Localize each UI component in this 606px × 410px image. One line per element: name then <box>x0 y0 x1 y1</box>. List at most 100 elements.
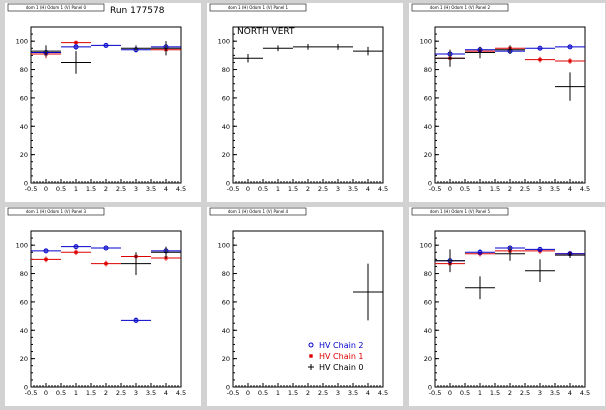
data-point <box>435 249 465 273</box>
panel-title-box <box>7 207 105 216</box>
y-tick-label: 60 <box>424 298 432 306</box>
panel-title-text: dom 1 (H) Odom 1 (V) Panel 3 <box>26 209 87 214</box>
panel-1: dom 1 (H) Odom 1 (V) Panel 0 -0.5 0 0.5 1 1.5… <box>5 3 201 202</box>
panel-2: dom 1 (H) Odom 1 (V) Panel 1-0.5 0 0.5 1 1.5… <box>207 3 403 202</box>
x-tick-label: 3 <box>134 389 138 397</box>
legend-item: HV Chain 0 <box>308 363 364 372</box>
data-point <box>465 46 495 59</box>
y-tick-label: 20 <box>20 151 28 159</box>
y-tick-label: 40 <box>222 327 230 335</box>
panel-title: dom 1 (H) Odom 1 (V) Panel 0 <box>7 3 105 12</box>
series-hv-chain-0 <box>121 246 181 275</box>
y-tick-label: 40 <box>424 123 432 131</box>
y-tick-label: 0 <box>428 384 432 392</box>
data-point <box>31 256 61 263</box>
circle-marker <box>43 248 49 254</box>
x-tick-label: 1 <box>74 185 78 193</box>
x-tick-label: 4 <box>164 389 168 397</box>
x-tick-label: 1 <box>478 389 482 397</box>
x-tick-label: 3.5 <box>550 389 560 397</box>
y-tick-label: 60 <box>20 298 28 306</box>
y-tick-label: 100 <box>16 38 28 46</box>
panel-title-text: dom 1 (H) Odom 1 (V) Panel 0 <box>26 5 87 10</box>
y-tick-label: 80 <box>20 66 28 74</box>
circle-marker <box>537 246 543 252</box>
x-tick-label: 0.5 <box>56 185 66 193</box>
y-tick-label: 100 <box>420 38 432 46</box>
x-tick-label: 4 <box>568 185 572 193</box>
x-tick-label: 2.5 <box>318 389 328 397</box>
data-point <box>555 252 585 258</box>
data-point <box>293 44 323 50</box>
x-tick-label: -0.5 <box>227 185 240 193</box>
panel-5: dom 1 (H) Odom 1 (V) Panel 4-0.5 0 0.5 1 1.5… <box>207 207 403 406</box>
panel-title: dom 1 (H) Odom 1 (V) Panel 4 <box>209 207 307 216</box>
x-tick-label: 1.5 <box>490 185 500 193</box>
panel-title-text: dom 1 (H) Odom 1 (V) Panel 1 <box>228 5 289 10</box>
x-tick-label: 3 <box>538 185 542 193</box>
data-point <box>233 53 263 63</box>
data-point <box>121 252 151 275</box>
y-tick-label: 0 <box>226 180 230 188</box>
data-point <box>353 46 383 56</box>
star-marker <box>104 261 108 266</box>
panel-title: dom 1 (H) Odom 1 (V) Panel 2 <box>411 3 509 12</box>
circle-marker <box>103 245 109 251</box>
x-tick-label: 1.5 <box>86 389 96 397</box>
x-tick-label: 1 <box>74 389 78 397</box>
x-tick-label: 1 <box>276 389 280 397</box>
y-tick-label: 0 <box>24 180 28 188</box>
data-point <box>525 56 555 63</box>
y-tick-label: 40 <box>424 327 432 335</box>
data-point <box>91 245 121 251</box>
x-tick-label: 3.5 <box>348 185 358 193</box>
data-point <box>555 58 585 64</box>
panel-background <box>207 207 403 406</box>
x-tick-label: 1.5 <box>490 389 500 397</box>
panel-title: dom 1 (H) Odom 1 (V) Panel 3 <box>7 207 105 216</box>
x-tick-label: 0.5 <box>56 389 66 397</box>
y-tick-label: 60 <box>20 94 28 102</box>
legend-label: HV Chain 1 <box>319 352 364 361</box>
y-tick-label: 60 <box>424 94 432 102</box>
panel-title-box <box>411 207 509 216</box>
y-tick-label: 0 <box>226 384 230 392</box>
x-tick-label: 3.5 <box>550 185 560 193</box>
panel-3: dom 1 (H) Odom 1 (V) Panel 2-0.5 0 0.5 1 1.5… <box>409 3 605 202</box>
x-tick-label: 2.5 <box>520 389 530 397</box>
data-point <box>435 49 465 67</box>
panel-background <box>409 207 605 406</box>
x-tick-label: 4 <box>164 185 168 193</box>
star-marker <box>568 59 572 64</box>
x-tick-label: 4 <box>568 389 572 397</box>
panel-title: dom 1 (H) Odom 1 (V) Panel 1 <box>209 3 307 12</box>
circle-marker <box>567 44 573 50</box>
legend-item: HV Chain 1 <box>309 352 364 361</box>
x-tick-label: 0.5 <box>258 389 268 397</box>
x-tick-label: 4.5 <box>378 389 388 397</box>
y-tick-label: 20 <box>222 151 230 159</box>
circle-marker <box>477 249 483 255</box>
panel-title-box <box>7 3 105 12</box>
data-point <box>495 246 525 261</box>
data-point <box>31 248 61 254</box>
y-tick-label: 40 <box>20 123 28 131</box>
x-tick-label: 2 <box>508 389 512 397</box>
x-tick-label: 1.5 <box>86 185 96 193</box>
circle-marker <box>133 317 139 323</box>
y-tick-label: 100 <box>16 242 28 250</box>
x-tick-label: 4 <box>366 185 370 193</box>
y-tick-label: 80 <box>424 270 432 278</box>
x-tick-label: -0.5 <box>25 185 38 193</box>
data-point <box>61 51 91 74</box>
data-point <box>323 44 353 50</box>
panel-background <box>5 3 201 202</box>
data-point <box>31 45 61 57</box>
panel-background <box>5 207 201 406</box>
x-tick-label: -0.5 <box>429 185 442 193</box>
circle-marker <box>537 45 543 51</box>
x-tick-label: 0 <box>448 185 452 193</box>
series-hv-chain-0 <box>233 44 383 63</box>
x-tick-label: 2.5 <box>520 185 530 193</box>
legend-star-icon <box>309 354 313 358</box>
